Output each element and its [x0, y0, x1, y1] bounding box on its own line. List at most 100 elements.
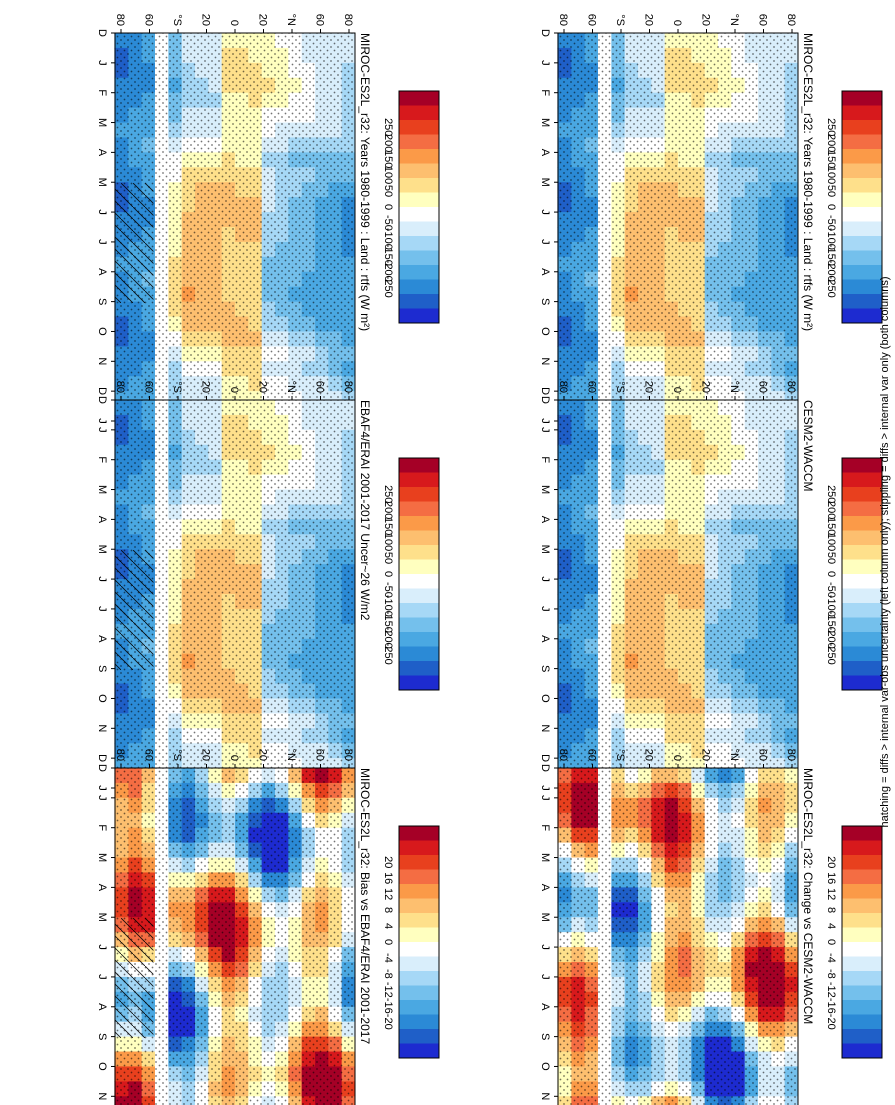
colorbar-label: -50 — [825, 215, 837, 231]
y-tick-label: 0 — [228, 755, 240, 761]
stippling-overlay — [115, 400, 355, 788]
x-tick-label: D — [539, 29, 551, 37]
y-tick-label: 20 — [643, 381, 655, 393]
y-tick-label: 60 — [757, 14, 769, 26]
y-tick-label: 80 — [557, 14, 569, 26]
colorbar-label: 20 — [825, 856, 837, 868]
x-tick-label: D — [96, 29, 108, 37]
colorbar-swatch — [399, 192, 439, 208]
x-tick-label: J — [539, 785, 551, 791]
y-tick-label: 80 — [785, 381, 797, 393]
x-tick-label: J — [539, 418, 551, 424]
x-tick-label: A — [539, 884, 551, 892]
colorbar-swatch — [842, 120, 882, 135]
x-tick-label: J — [96, 427, 108, 433]
y-tick-label: °S — [171, 381, 183, 393]
colorbar-label: -150 — [825, 611, 837, 633]
y-tick-label: °S — [614, 381, 626, 393]
x-tick-label: A — [96, 149, 108, 157]
figure-footnote: hatching = diffs > internal var-obs unce… — [879, 276, 891, 827]
y-tick-label: °S — [171, 14, 183, 26]
colorbar-swatch — [399, 826, 439, 841]
colorbar-label: 0 — [825, 571, 837, 577]
colorbar-swatch — [399, 603, 439, 618]
panel-title: MIROC-ES2L_r32: Years 1980-1999 : Land :… — [801, 33, 815, 331]
x-tick-label: S — [539, 1033, 551, 1040]
colorbar-swatch — [842, 178, 882, 193]
x-tick-label: N — [96, 1092, 108, 1100]
colorbar-swatch — [842, 545, 882, 560]
colorbar-label: -50 — [382, 215, 394, 231]
colorbar-swatch — [399, 265, 439, 280]
colorbar-label: -20 — [382, 1014, 394, 1030]
colorbar: 20 16 12 8 4 0 -4 -8 -12-16-20 — [382, 825, 440, 1059]
colorbar-label: 150 — [825, 517, 837, 535]
colorbar-swatch — [842, 530, 882, 546]
colorbar-swatch — [842, 105, 882, 121]
x-tick-label: F — [96, 456, 108, 463]
y-tick-label: 20 — [257, 381, 269, 393]
colorbar-label: -12 — [382, 982, 394, 998]
colorbar-label: -200 — [825, 627, 837, 649]
y-tick-label: 60 — [757, 381, 769, 393]
colorbar-frame — [841, 825, 883, 1059]
y-tick-label: 60 — [586, 381, 598, 393]
colorbar-swatch — [399, 250, 439, 266]
colorbar-label: 150 — [382, 517, 394, 535]
x-tick-label: D — [96, 396, 108, 404]
x-tick-label: J — [96, 974, 108, 980]
y-tick-label: 60 — [586, 749, 598, 761]
x-tick-label: A — [96, 268, 108, 276]
colorbar-swatch — [399, 956, 439, 972]
x-tick-label: J — [539, 239, 551, 245]
y-tick-label: °N — [728, 381, 740, 393]
colorbar-swatch — [842, 294, 882, 309]
colorbar-swatch — [842, 603, 882, 618]
x-tick-label: D — [96, 754, 108, 762]
colorbar-label: 200 — [382, 501, 394, 519]
colorbar-swatch — [399, 120, 439, 135]
x-tick-label: J — [96, 795, 108, 801]
colorbar-label: -200 — [382, 627, 394, 649]
colorbar-swatch — [399, 1014, 439, 1030]
y-tick-label: 20 — [200, 381, 212, 393]
colorbar-swatch — [842, 840, 882, 856]
colorbar-label: -4 — [825, 953, 837, 963]
x-tick-label: D — [539, 387, 551, 395]
x-tick-label: M — [539, 545, 551, 554]
colorbar-label: 250 — [382, 118, 394, 136]
y-tick-label: 80 — [557, 381, 569, 393]
x-tick-label: F — [539, 456, 551, 463]
colorbar-swatch — [842, 134, 882, 150]
x-tick-label: J — [539, 974, 551, 980]
colorbar-label: 4 — [825, 923, 837, 929]
colorbar-label: 8 — [382, 907, 394, 913]
colorbar-swatch — [399, 588, 439, 604]
panel-title: CESM2-WACCM — [801, 400, 815, 492]
x-tick-label: M — [96, 178, 108, 187]
colorbar-swatch — [399, 501, 439, 517]
x-tick-label: S — [539, 298, 551, 305]
x-tick-label: A — [539, 268, 551, 276]
hatching-overlay — [114, 550, 154, 670]
y-tick-label: 60 — [143, 381, 155, 393]
colorbar-label: -250 — [382, 276, 394, 298]
colorbar-swatch — [399, 927, 439, 943]
colorbar-swatch — [842, 632, 882, 647]
colorbar-swatch — [399, 221, 439, 237]
stippling-overlay — [558, 400, 798, 788]
colorbar-swatch — [842, 308, 882, 324]
colorbar-swatch — [842, 1000, 882, 1015]
colorbar-swatch — [842, 956, 882, 972]
colorbar-swatch — [399, 207, 439, 222]
colorbar-label: 100 — [382, 166, 394, 184]
panel-p1: DJFMAMJJASONDJ8060°N20020°S6080MIROC-ES2… — [96, 14, 440, 424]
colorbar-swatch — [399, 617, 439, 633]
colorbar-swatch — [842, 516, 882, 531]
colorbar-label: 150 — [825, 150, 837, 168]
x-tick-label: M — [96, 853, 108, 862]
colorbar-label: 0 — [382, 571, 394, 577]
